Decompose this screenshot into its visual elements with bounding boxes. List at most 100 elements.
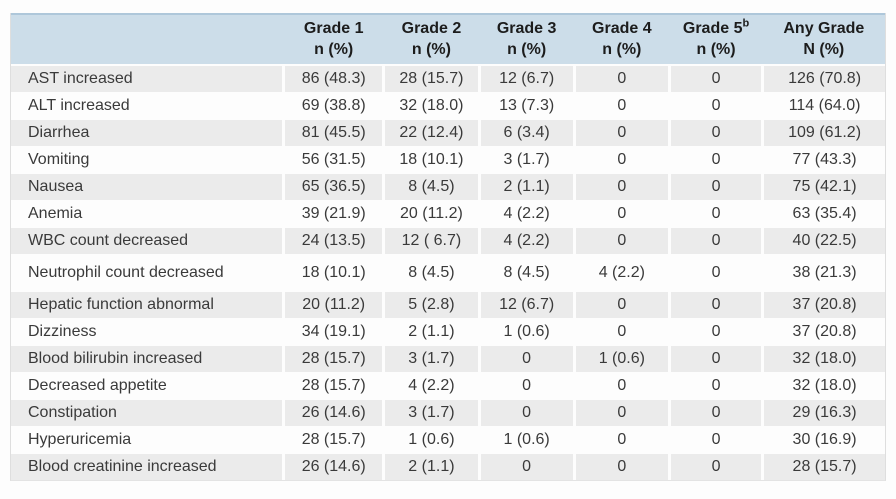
value-cell: 18 (10.1) [282,254,384,292]
col-title: Grade 5b [682,17,750,37]
event-name-cell: Neutrophil count decreased [11,254,284,292]
event-name-cell: Hepatic function abnormal [11,291,284,319]
col-header-grade4: Grade 4 n (%) [574,13,670,66]
corner-cell [11,13,284,66]
value-cell: 0 [667,453,763,480]
table-row: Anemia 39 (21.9) 20 (11.2) 4 (2.2) 0 0 6… [11,200,885,228]
table-row: Neutrophil count decreased 18 (10.1) 8 (… [11,254,885,292]
value-cell: 0 [572,92,670,120]
value-cell: 126 (70.8) [761,64,885,93]
value-cell: 0 [667,200,763,228]
value-cell: 4 (2.2) [477,227,575,255]
value-cell: 24 (13.5) [282,227,384,255]
value-cell: 77 (43.3) [761,146,885,174]
event-name-cell: Nausea [11,173,284,201]
event-name-cell: Blood bilirubin increased [11,345,284,373]
col-title: Grade 1 [303,20,364,37]
value-cell: 0 [572,200,670,228]
value-cell: 0 [572,453,670,480]
value-cell: 12 (6.7) [477,64,575,93]
value-cell: 0 [667,173,763,201]
value-cell: 0 [667,345,763,373]
event-name-cell: Blood creatinine increased [11,453,284,480]
col-header-any-grade: Any Grade N (%) [762,13,885,66]
value-cell: 8 (4.5) [382,173,480,201]
event-name-cell: Dizziness [11,318,284,346]
table-row: Dizziness 34 (19.1) 2 (1.1) 1 (0.6) 0 0 … [11,318,885,346]
table-row: Decreased appetite 28 (15.7) 4 (2.2) 0 0… [11,372,885,400]
value-cell: 0 [667,291,763,319]
value-cell: 0 [572,119,670,147]
value-cell: 4 (2.2) [382,372,480,400]
value-cell: 28 (15.7) [282,372,384,400]
col-title: Grade 4 [592,20,652,37]
value-cell: 86 (48.3) [282,64,384,93]
value-cell: 4 (2.2) [477,200,575,228]
col-title: Grade 2 [401,20,462,37]
value-cell: 5 (2.8) [382,291,480,319]
grade-table: Grade 1 n (%) Grade 2 n (%) Grade 3 n (%… [11,13,885,480]
value-cell: 0 [667,254,763,292]
col-subtitle: n (%) [507,41,547,58]
value-cell: 0 [572,291,670,319]
col-title: Grade 3 [496,20,557,37]
table-header: Grade 1 n (%) Grade 2 n (%) Grade 3 n (%… [11,13,885,66]
value-cell: 4 (2.2) [572,254,670,292]
table-row: Hepatic function abnormal 20 (11.2) 5 (2… [11,291,885,319]
value-cell: 8 (4.5) [477,254,575,292]
table-row: WBC count decreased 24 (13.5) 12 ( 6.7) … [11,227,885,255]
footnote-marker: b [742,17,750,30]
value-cell: 40 (22.5) [761,227,885,255]
value-cell: 1 (0.6) [382,426,480,454]
value-cell: 18 (10.1) [382,146,480,174]
value-cell: 56 (31.5) [282,146,384,174]
value-cell: 0 [667,399,763,427]
value-cell: 69 (38.8) [282,92,384,120]
table-row: Blood bilirubin increased 28 (15.7) 3 (1… [11,345,885,373]
table-body: AST increased 86 (48.3) 28 (15.7) 12 (6.… [11,64,885,480]
value-cell: 22 (12.4) [382,119,480,147]
value-cell: 75 (42.1) [761,173,885,201]
value-cell: 1 (0.6) [477,318,575,346]
col-subtitle: N (%) [803,41,845,58]
col-header-grade5: Grade 5b n (%) [669,13,763,66]
value-cell: 37 (20.8) [761,291,885,319]
value-cell: 6 (3.4) [477,119,575,147]
adverse-events-table: Grade 1 n (%) Grade 2 n (%) Grade 3 n (%… [10,13,886,481]
value-cell: 3 (1.7) [382,345,480,373]
value-cell: 63 (35.4) [761,200,885,228]
value-cell: 3 (1.7) [382,399,480,427]
value-cell: 13 (7.3) [477,92,575,120]
value-cell: 37 (20.8) [761,318,885,346]
event-name-cell: Diarrhea [11,119,284,147]
table-row: Nausea 65 (36.5) 8 (4.5) 2 (1.1) 0 0 75 … [11,173,885,201]
value-cell: 39 (21.9) [282,200,384,228]
value-cell: 0 [477,399,575,427]
value-cell: 2 (1.1) [477,173,575,201]
value-cell: 81 (45.5) [282,119,384,147]
value-cell: 28 (15.7) [282,345,384,373]
value-cell: 0 [572,372,670,400]
value-cell: 28 (15.7) [761,453,885,480]
table-row: Constipation 26 (14.6) 3 (1.7) 0 0 0 29 … [11,399,885,427]
value-cell: 38 (21.3) [761,254,885,292]
col-subtitle: n (%) [411,41,451,58]
event-name-cell: AST increased [11,64,284,93]
value-cell: 0 [572,64,670,93]
value-cell: 32 (18.0) [761,345,885,373]
event-name-cell: ALT increased [11,92,284,120]
value-cell: 28 (15.7) [282,426,384,454]
value-cell: 65 (36.5) [282,173,384,201]
table-row: Vomiting 56 (31.5) 18 (10.1) 3 (1.7) 0 0… [11,146,885,174]
value-cell: 109 (61.2) [761,119,885,147]
value-cell: 0 [572,173,670,201]
event-name-cell: Hyperuricemia [11,426,284,454]
value-cell: 0 [477,372,575,400]
col-header-grade1: Grade 1 n (%) [283,13,384,66]
value-cell: 0 [667,64,763,93]
value-cell: 32 (18.0) [761,372,885,400]
value-cell: 0 [667,119,763,147]
value-cell: 0 [667,426,763,454]
value-cell: 8 (4.5) [382,254,480,292]
value-cell: 29 (16.3) [761,399,885,427]
